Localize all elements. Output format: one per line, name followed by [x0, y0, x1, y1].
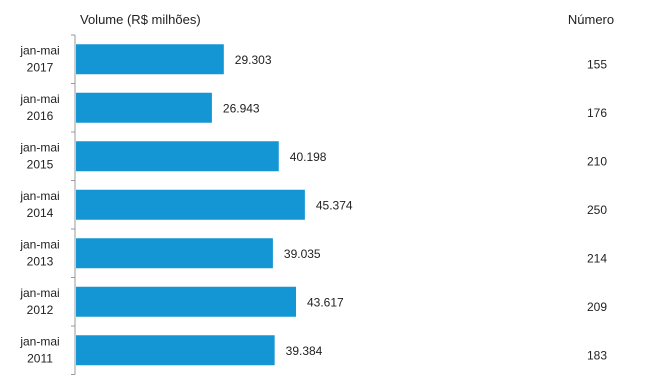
bar — [76, 335, 275, 366]
bar-value-label: 26.943 — [223, 101, 260, 115]
count-value: 214 — [587, 251, 607, 265]
count-value: 209 — [587, 300, 607, 314]
count-value: 210 — [587, 154, 607, 168]
category-label-period: jan-mai — [19, 286, 59, 300]
chart-rows: 29.303 jan-mai 2017 155 26.943 jan-mai 2016 176… — [19, 34, 607, 375]
category-label-year: 2016 — [27, 109, 54, 123]
bar — [76, 44, 224, 75]
count-value: 183 — [587, 348, 607, 362]
bar — [76, 92, 212, 123]
category-label-year: 2012 — [27, 303, 54, 317]
count-column-header: Número — [568, 12, 614, 27]
count-value: 176 — [587, 106, 607, 120]
bar-value-label: 39.384 — [286, 344, 323, 358]
category-label-year: 2017 — [27, 60, 54, 74]
count-value: 155 — [587, 57, 607, 71]
bar — [76, 141, 279, 172]
category-label-period: jan-mai — [19, 92, 59, 106]
chart-title: Volume (R$ milhões) — [80, 12, 201, 27]
bar-value-label: 29.303 — [235, 53, 272, 67]
category-label-year: 2011 — [27, 351, 53, 365]
category-label-period: jan-mai — [19, 43, 59, 57]
bar — [76, 238, 273, 269]
category-label-year: 2013 — [27, 254, 54, 268]
category-label-year: 2014 — [27, 206, 54, 220]
bar — [76, 286, 297, 317]
category-label-period: jan-mai — [19, 189, 59, 203]
category-label-period: jan-mai — [19, 140, 59, 154]
category-label-period: jan-mai — [19, 334, 59, 348]
bar-value-label: 40.198 — [290, 150, 327, 164]
bar-value-label: 39.035 — [284, 247, 321, 261]
bar-value-label: 45.374 — [316, 198, 353, 212]
category-label-period: jan-mai — [19, 237, 59, 251]
category-label-year: 2015 — [27, 157, 54, 171]
count-value: 250 — [587, 203, 607, 217]
bar — [76, 189, 305, 220]
bar-value-label: 43.617 — [307, 295, 344, 309]
